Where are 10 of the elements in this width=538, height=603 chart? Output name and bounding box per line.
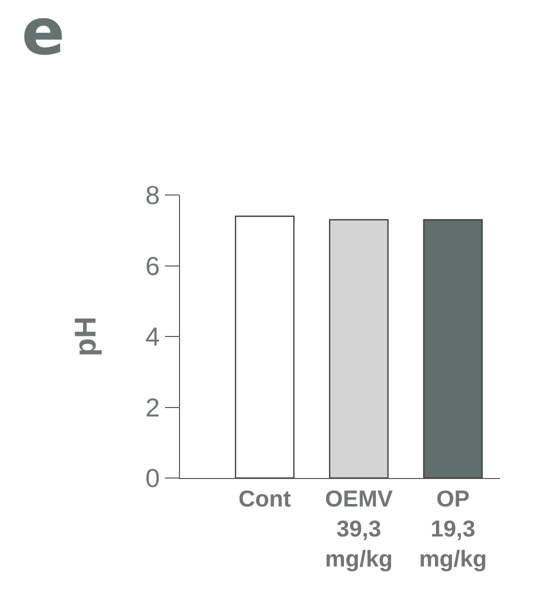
y-axis-title: pH xyxy=(69,316,102,356)
x-tick-label: Cont xyxy=(238,486,292,512)
y-tick-label: 2 xyxy=(145,392,160,422)
y-tick-label: 0 xyxy=(145,463,160,494)
y-tick-label: 8 xyxy=(145,180,160,210)
y-tick-label: 4 xyxy=(145,322,160,352)
y-tick-label: 6 xyxy=(145,250,160,281)
x-tick-label: OP 19,3 mg/kg xyxy=(419,486,487,572)
chart-title: e xyxy=(22,0,65,70)
x-tick-label: OEMV 39,3 mg/kg xyxy=(324,486,394,572)
